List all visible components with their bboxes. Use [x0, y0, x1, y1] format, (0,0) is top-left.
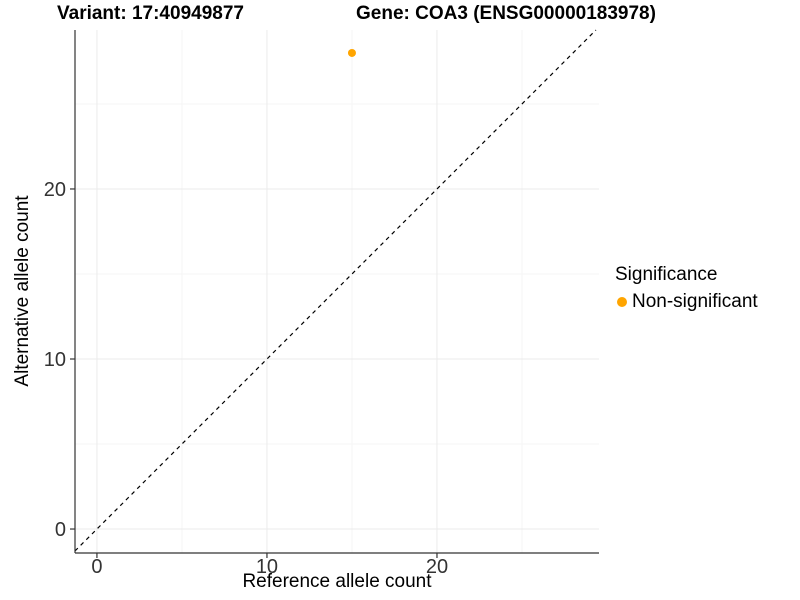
legend-point-icon — [617, 297, 627, 307]
x-tick-label: 0 — [91, 556, 102, 578]
y-axis-label: Alternative allele count — [12, 195, 33, 387]
y-tick-label: 10 — [44, 349, 66, 371]
y-tick-label: 0 — [55, 519, 66, 541]
plot-title-gene: Gene: COA3 (ENSG00000183978) — [356, 3, 656, 24]
legend-item-label: Non-significant — [632, 291, 758, 312]
x-tick-label: 20 — [426, 556, 448, 578]
data-point — [347, 48, 356, 57]
legend-item-non-significant: Non-significant — [615, 291, 758, 313]
y-tick-label: 20 — [44, 179, 66, 201]
x-tick-label: 10 — [256, 556, 278, 578]
legend-title: Significance — [615, 264, 718, 285]
plot-title-variant: Variant: 17:40949877 — [57, 3, 244, 24]
identity-reference-line — [74, 29, 597, 552]
legend: Significance Non-significant — [615, 264, 758, 313]
x-axis-label: Reference allele count — [242, 571, 432, 592]
